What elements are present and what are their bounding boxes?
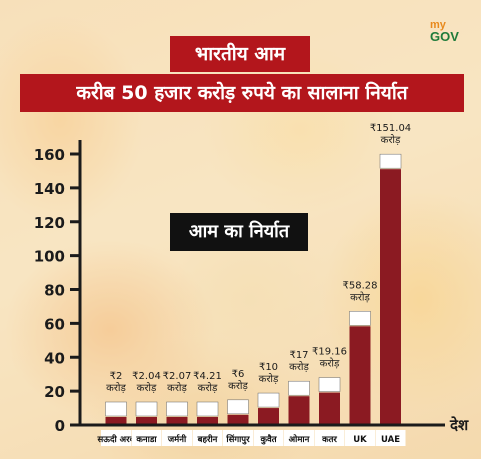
bar-value-unit: करोड़ <box>350 291 370 303</box>
bar <box>349 326 371 425</box>
category-label: UK <box>353 435 367 445</box>
category-label: बहरीन <box>197 434 219 445</box>
bar-value-label: ₹10 <box>259 362 278 373</box>
category-label: जर्मनी <box>167 434 187 445</box>
chart-title: आम का निर्यात <box>170 213 308 251</box>
bar-value-unit: करोड़ <box>228 380 248 392</box>
bar <box>258 408 279 425</box>
category-label-box <box>101 430 131 446</box>
bar-value-label: ₹2 <box>110 371 123 382</box>
bar-value-unit: करोड़ <box>137 382 157 394</box>
category-label: ओमान <box>289 434 311 445</box>
page-title: भारतीय आम <box>170 36 310 72</box>
logo-gov: GOV <box>430 29 459 44</box>
y-tick-label: 60 <box>44 315 65 333</box>
bar <box>227 414 249 425</box>
category-label-box <box>284 430 314 446</box>
country-flag-icon <box>166 401 188 417</box>
mygov-logo: my GOV <box>430 19 474 44</box>
bar <box>136 417 157 425</box>
bar-value-label: ₹17 <box>289 350 308 361</box>
category-label: UAE <box>381 435 400 445</box>
category-label-box <box>345 430 375 446</box>
country-flag-icon <box>105 401 127 417</box>
bar-value-label: ₹58.28 <box>343 280 378 291</box>
bar <box>380 169 401 425</box>
country-flag-icon <box>257 392 280 408</box>
country-flag-icon <box>135 401 158 417</box>
bar-value-label: ₹151.04 <box>370 123 411 134</box>
bar-value-label: ₹19.16 <box>312 347 347 358</box>
category-label-box <box>314 430 345 446</box>
bar-value-unit: करोड़ <box>198 382 218 394</box>
country-flag-icon <box>318 377 341 392</box>
bar-value-unit: करोड़ <box>259 373 279 385</box>
bar-value-unit: करोड़ <box>320 358 340 370</box>
bar-value-label: ₹2.07 <box>163 371 192 382</box>
bar <box>105 417 127 425</box>
bar-value-label: ₹2.04 <box>132 371 161 382</box>
bar-value-unit: करोड़ <box>167 382 187 394</box>
bar-value-unit: करोड़ <box>381 134 401 146</box>
country-flag-icon <box>379 153 402 169</box>
category-label-box <box>131 430 162 446</box>
logo-my: my <box>430 19 446 31</box>
y-tick-label: 140 <box>34 180 65 198</box>
category-label: कुवैत <box>259 434 277 445</box>
category-label: कनाडा <box>135 435 157 445</box>
y-tick-label: 40 <box>44 349 65 367</box>
y-tick-label: 20 <box>44 383 65 401</box>
category-label-box <box>192 430 223 446</box>
y-tick-label: 0 <box>55 417 65 435</box>
page-subtitle: करीब 50 हजार करोड़ रुपये का सालाना निर्य… <box>20 74 464 112</box>
country-flag-icon <box>227 399 249 415</box>
y-tick-label: 100 <box>34 248 65 266</box>
category-label-box <box>223 430 253 446</box>
y-tick-label: 80 <box>44 282 65 300</box>
bar-value-label: ₹4.21 <box>193 371 222 382</box>
category-label-box <box>253 430 284 446</box>
country-flag-icon <box>349 311 371 326</box>
category-label-box <box>162 430 192 446</box>
bar-value-unit: करोड़ <box>106 382 126 394</box>
y-tick-label: 160 <box>34 146 65 164</box>
x-axis-label: देश <box>449 416 469 434</box>
category-label: सिंगापुर <box>225 434 250 445</box>
category-label: सऊदी अरब <box>97 434 136 445</box>
bar <box>197 417 218 425</box>
bar <box>166 417 188 425</box>
bar-value-label: ₹6 <box>232 369 245 380</box>
bar <box>288 396 310 425</box>
y-tick-label: 120 <box>34 214 65 232</box>
category-label-box <box>375 430 406 446</box>
bar-value-unit: करोड़ <box>289 361 309 373</box>
country-flag-icon <box>288 380 310 396</box>
bar <box>319 392 340 425</box>
category-label: कतर <box>321 435 337 445</box>
country-flag-icon <box>196 401 219 417</box>
